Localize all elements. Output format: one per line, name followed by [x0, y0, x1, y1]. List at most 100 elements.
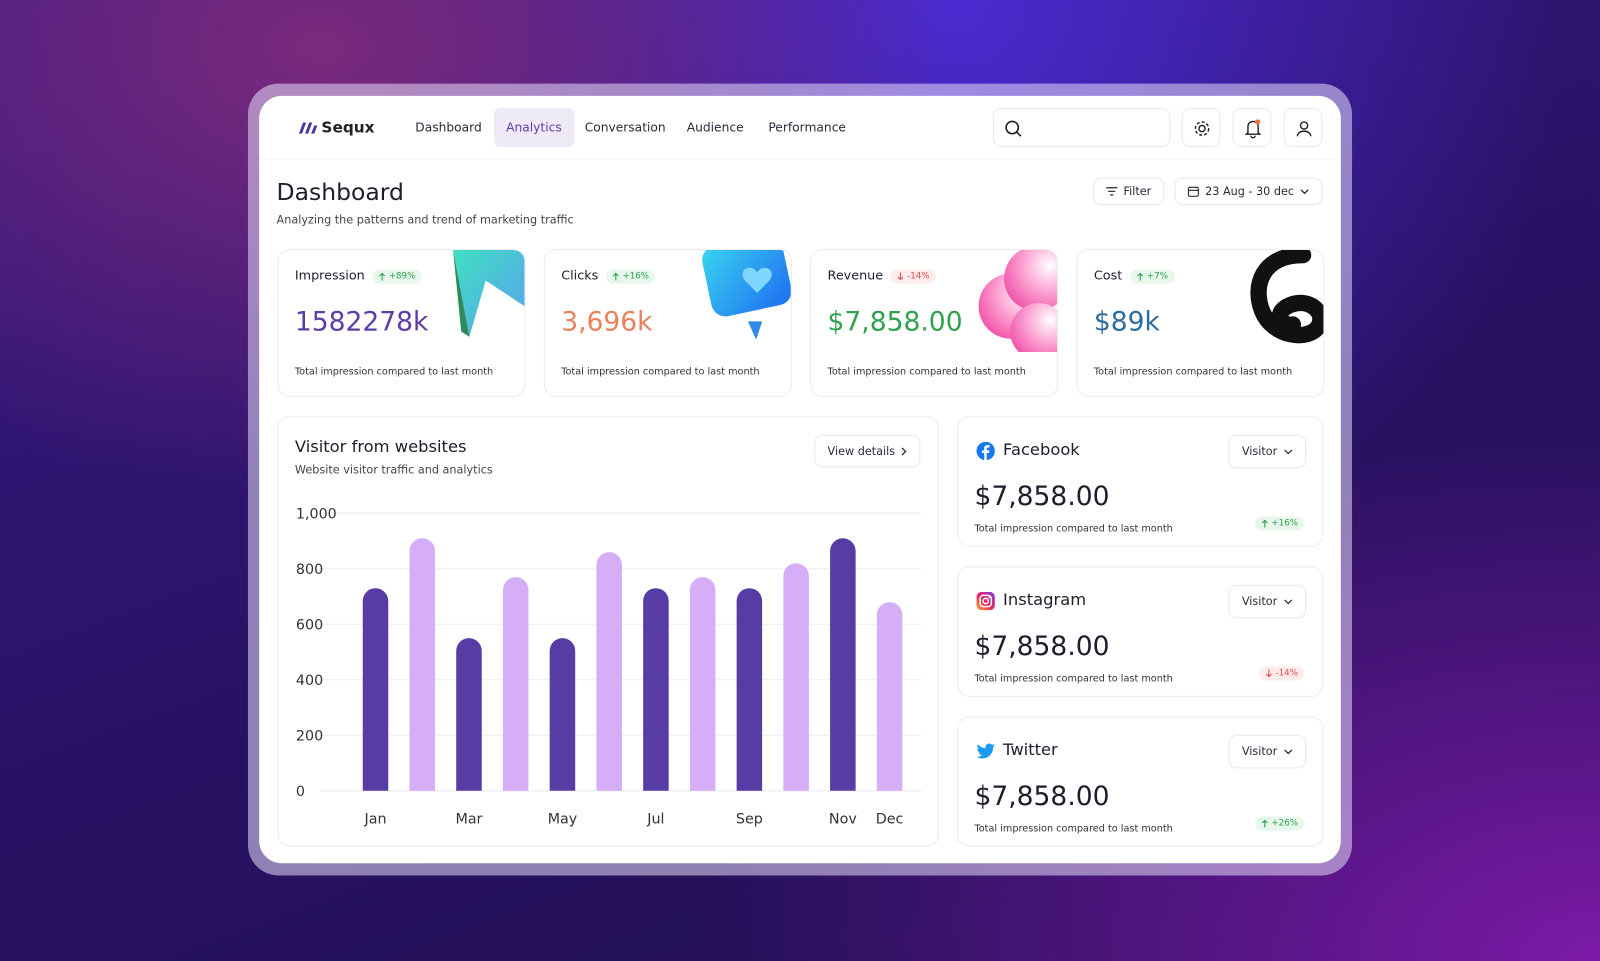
- card-description: Total impression compared to last month: [561, 366, 760, 378]
- change-text: +89%: [388, 271, 416, 282]
- change-text: +26%: [1271, 818, 1298, 829]
- bar: [783, 563, 809, 791]
- x-tick-label: Sep: [736, 811, 763, 827]
- brand: Sequx: [321, 118, 375, 137]
- trend-arrow: [1261, 819, 1268, 828]
- platform-description: Total impression compared to last month: [974, 823, 1173, 835]
- bar: [456, 638, 482, 791]
- user-icon: [1296, 121, 1312, 137]
- chart-subtitle: Website visitor traffic and analytics: [294, 463, 493, 477]
- logo-icon: [298, 122, 318, 134]
- filter-label: Filter: [1123, 184, 1152, 198]
- bar: [362, 588, 389, 791]
- notification-button[interactable]: [1232, 108, 1272, 147]
- visitor-dropdown[interactable]: Visitor: [1228, 584, 1306, 619]
- chart-card: Visitor from websites Website visitor tr…: [277, 416, 939, 847]
- change-badge: +89%: [372, 269, 422, 284]
- change-badge: -14%: [1259, 666, 1305, 681]
- bar: [689, 577, 716, 791]
- card-value: 1582278k: [294, 307, 429, 338]
- social-card: Twitter Visitor $7,858.00 Total impression …: [957, 716, 1324, 847]
- bar: [596, 552, 622, 791]
- trend-arrow: [1137, 272, 1144, 281]
- chevron-icon: [1300, 188, 1309, 194]
- filter-icon: [1106, 187, 1118, 196]
- search-icon: [1005, 120, 1022, 137]
- calendar-icon: [1187, 186, 1199, 197]
- stat-card: Impression +89% 1582278k Total impression c…: [277, 248, 526, 397]
- x-tick-label: Jan: [364, 811, 387, 827]
- card-label: Revenue: [827, 267, 884, 283]
- page-title: Dashboard: [276, 179, 404, 207]
- dropdown-label: Visitor: [1241, 744, 1278, 759]
- x-tick-label: Mar: [456, 811, 483, 827]
- social-card: Facebook Visitor $7,858.00 Total impression…: [957, 416, 1324, 547]
- y-tick-label: 1,000: [296, 506, 337, 522]
- y-tick-label: 600: [296, 617, 323, 633]
- divider: [259, 158, 1341, 160]
- card-value: $89k: [1093, 307, 1160, 338]
- settings-icon: [1194, 121, 1210, 136]
- card-description: Total impression compared to last month: [827, 366, 1026, 378]
- stat-card: Clicks +16% 3,696k Total impression compare…: [543, 248, 792, 397]
- social-card: Instagram Visitor $7,858.00 Total impressio…: [957, 566, 1324, 697]
- change-badge: -14%: [890, 269, 936, 284]
- nav-item[interactable]: Performance: [768, 120, 846, 135]
- change-badge: +26%: [1255, 816, 1305, 831]
- search-box[interactable]: [992, 108, 1171, 147]
- change-badge: +16%: [606, 269, 656, 284]
- bar: [876, 602, 903, 791]
- dropdown-label: Visitor: [1241, 594, 1278, 609]
- change-text: +16%: [1271, 518, 1298, 529]
- card-label: Clicks: [561, 267, 599, 283]
- chevron-icon: [1283, 599, 1292, 604]
- profile-button[interactable]: [1283, 108, 1323, 147]
- platform-description: Total impression compared to last month: [974, 523, 1173, 535]
- nav-item[interactable]: Conversation: [584, 120, 666, 135]
- y-tick-label: 400: [296, 673, 323, 689]
- card-label: Cost: [1093, 267, 1123, 283]
- bar: [643, 588, 669, 791]
- nav-item[interactable]: Analytics: [493, 108, 574, 147]
- change-text: +7%: [1146, 271, 1168, 282]
- visitor-dropdown[interactable]: Visitor: [1228, 434, 1306, 469]
- view-details-button[interactable]: View details: [814, 434, 921, 468]
- filter-button[interactable]: Filter: [1092, 177, 1165, 206]
- stat-card: Cost +7% $89k Total impression compared to …: [1076, 248, 1325, 397]
- trend-arrow: [1265, 669, 1272, 678]
- card-label: Impression: [294, 267, 365, 283]
- platform-icon: [976, 441, 995, 461]
- chevron-icon: [1283, 449, 1292, 454]
- trend-arrow: [897, 272, 904, 281]
- visitor-dropdown[interactable]: Visitor: [1228, 734, 1306, 769]
- bar-chart: 0 200 400 600 800 1,000 Jan Mar May Jul Sep Nov Dec: [296, 506, 922, 827]
- trend-arrow: [379, 272, 386, 281]
- platform-icon: [976, 591, 995, 611]
- card-value: $7,858.00: [827, 307, 963, 338]
- nav-item[interactable]: Dashboard: [415, 120, 482, 135]
- change-text: -14%: [1275, 668, 1298, 679]
- stat-card: Revenue -14% $7,858.00 Total impression com…: [810, 248, 1059, 397]
- chevron-icon: [901, 447, 907, 456]
- trend-arrow: [612, 272, 619, 281]
- y-tick-label: 0: [296, 784, 305, 800]
- bar: [736, 588, 763, 791]
- nav-item[interactable]: Audience: [686, 120, 744, 135]
- change-text: +16%: [622, 271, 649, 282]
- card-decoration: [1250, 249, 1324, 344]
- card-decoration: [453, 249, 525, 337]
- platform-name: Twitter: [1003, 739, 1058, 760]
- chevron-icon: [1283, 749, 1292, 754]
- card-value: 3,696k: [561, 307, 653, 338]
- date-range-button[interactable]: 23 Aug - 30 dec: [1174, 177, 1323, 206]
- x-tick-label: Nov: [829, 811, 857, 827]
- page-subtitle: Analyzing the patterns and trend of mark…: [276, 213, 574, 227]
- date-range-label: 23 Aug - 30 dec: [1205, 184, 1295, 198]
- settings-button[interactable]: [1181, 108, 1221, 147]
- x-tick-label: May: [548, 811, 578, 827]
- bar: [409, 538, 435, 791]
- bar: [502, 577, 529, 791]
- card-description: Total impression compared to last month: [294, 366, 494, 378]
